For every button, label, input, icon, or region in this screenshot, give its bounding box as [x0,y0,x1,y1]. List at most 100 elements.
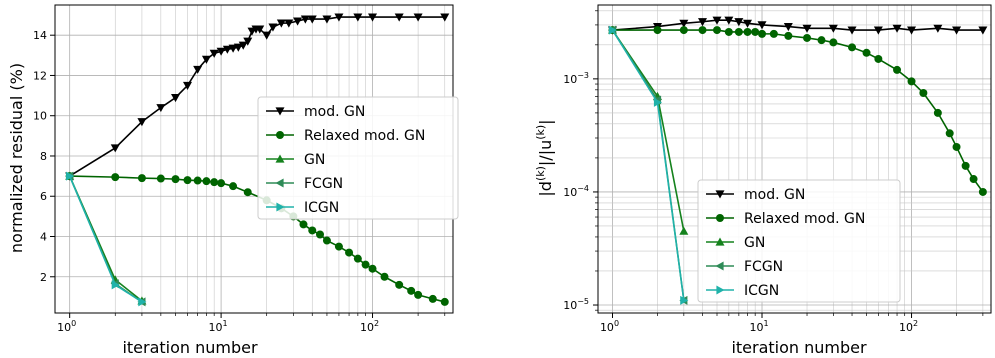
left-y-tick-label: 8 [40,150,47,163]
right-series-relaxed-mod-gn-point [751,27,760,36]
left-series-relaxed-mod-gn-point [361,260,370,269]
right-legend: mod. GN Relaxed mod. GN GN FCGN ICGN [697,179,901,303]
left-series-mod-gn-point [353,13,363,22]
right-y-tick-base: 10 [563,186,577,199]
right-y-tick-label: 10−4 [563,184,589,199]
left-series-relaxed-mod-gn-point [193,176,202,185]
left-legend-entry-relaxed-mod-gn: Relaxed mod. GN [266,128,425,144]
right-series-mod-gn-point [698,18,708,27]
left-x-tick-base: 10 [209,321,223,334]
right-x-tick-exp: 0 [614,319,619,328]
left-series-mod-gn-point [156,104,166,113]
left-series-relaxed-mod-gn-point [308,226,317,235]
right-series-relaxed-mod-gn-point [734,27,743,36]
left-series-mod-gn-point [222,45,232,54]
right-legend-entry-fcgn-marker [715,261,724,271]
left-x-tick-label: 101 [209,319,228,334]
right-series-relaxed-mod-gn-point [874,54,883,63]
right-series-icgn [608,25,689,305]
left-series-mod-gn-point [137,118,147,127]
left-series-mod-gn-point [284,19,294,28]
left-legend-entry-mod-gn-label: mod. GN [304,104,365,120]
right-series-relaxed-mod-gn-point [945,129,954,138]
right-series-mod-gn-point [978,26,988,35]
left-x-tick-base: 10 [57,321,71,334]
left-series-icgn-point [66,171,75,181]
left-y-tick-label: 6 [40,190,47,203]
right-series-relaxed-mod-gn-point [862,48,871,57]
right-legend-entry-fcgn-label: FCGN [744,259,783,275]
right-legend-box [697,179,901,303]
right-legend-entry-mod-gn: mod. GN [706,187,805,203]
left-legend-entry-gn-label: GN [304,152,325,168]
left-x-tick-base: 10 [360,321,374,334]
left-series-icgn-point [138,297,147,307]
left-series-fcgn-line [68,175,143,303]
left-legend-entry-fcgn-label: FCGN [304,176,343,192]
right-plot-frame [597,4,992,314]
left-series-mod-gn-point [368,13,378,22]
left-x-tick-exp: 1 [223,319,228,328]
right-series-relaxed-mod-gn-point [848,43,857,52]
left-series-relaxed-mod-gn-point [171,175,180,184]
left-series-relaxed-mod-gn-point [183,176,192,185]
right-y-tick-exp: −5 [577,297,589,306]
left-series-mod-gn [65,13,450,181]
right-series-relaxed-mod-gn-point [724,27,733,36]
left-series-relaxed-mod-gn-point [111,173,120,182]
right-series-relaxed-mod-gn-point [698,26,707,35]
left-series-relaxed-mod-gn-point [217,179,226,188]
left-legend-entry-gn-marker [275,154,285,163]
left-series-mod-gn-point [300,15,310,24]
left-series-mod-gn-point [440,13,450,22]
right-series-mod-gn-point [802,24,812,33]
left-series-icgn-point [111,280,120,290]
right-series-mod-gn-point [847,26,857,35]
right-x-tick-label: 102 [899,319,918,334]
right-x-tick-base: 10 [749,321,763,334]
right-series-mod-gn-point [743,19,753,28]
left-legend-entry-relaxed-mod-gn-marker [276,131,284,139]
right-series-mod-gn-point [952,26,962,35]
right-y-tick-exp: −3 [577,71,589,80]
left-series-mod-gn-point [238,41,248,50]
left-series-relaxed-mod-gn-point [243,188,252,197]
left-legend-entry-gn: GN [266,152,325,168]
left-series-relaxed-mod-gn-point [202,177,211,186]
right-y-label-end: | [536,119,555,124]
left-series-mod-gn-point [293,17,303,26]
left-series-mod-gn-point [201,55,211,64]
right-y-label-mid: |/|u [536,140,555,166]
left-legend-entry-icgn-marker [276,202,285,212]
right-series-relaxed-mod-gn [608,26,987,196]
right-y-label-k1: (k) [534,166,547,181]
right-y-label-d: |d [536,181,555,197]
right-series-relaxed-mod-gn-point [961,161,970,170]
right-series-relaxed-mod-gn-point [803,33,812,42]
right-legend-entry-icgn-marker [716,285,725,295]
right-series-relaxed-mod-gn-point [653,26,662,35]
left-series-relaxed-mod-gn-point [345,248,354,257]
left-series-relaxed-mod-gn-point [299,220,308,229]
right-series-fcgn [607,25,688,305]
left-series-gn [65,171,147,305]
right-series-relaxed-mod-gn-point [952,142,961,151]
right-legend-entry-gn-label: GN [744,235,765,251]
right-x-tick-label: 100 [600,319,619,334]
left-series-relaxed-mod-gn-point [395,280,404,289]
right-series-gn-point [679,226,689,235]
right-series-mod-gn-point [892,24,902,33]
right-series-relaxed-mod-gn-point [933,108,942,117]
right-series-relaxed-mod-gn-point [817,36,826,45]
right-y-tick-label: 10−5 [563,297,589,312]
left-series-mod-gn-point [228,44,238,53]
left-legend-entry-relaxed-mod-gn-label: Relaxed mod. GN [304,128,425,144]
right-legend-entry-icgn-label: ICGN [744,283,779,299]
right-y-label-k2: (k) [534,125,547,140]
right-x-tick-base: 10 [899,321,913,334]
left-x-axis-label: iteration number [122,338,258,357]
